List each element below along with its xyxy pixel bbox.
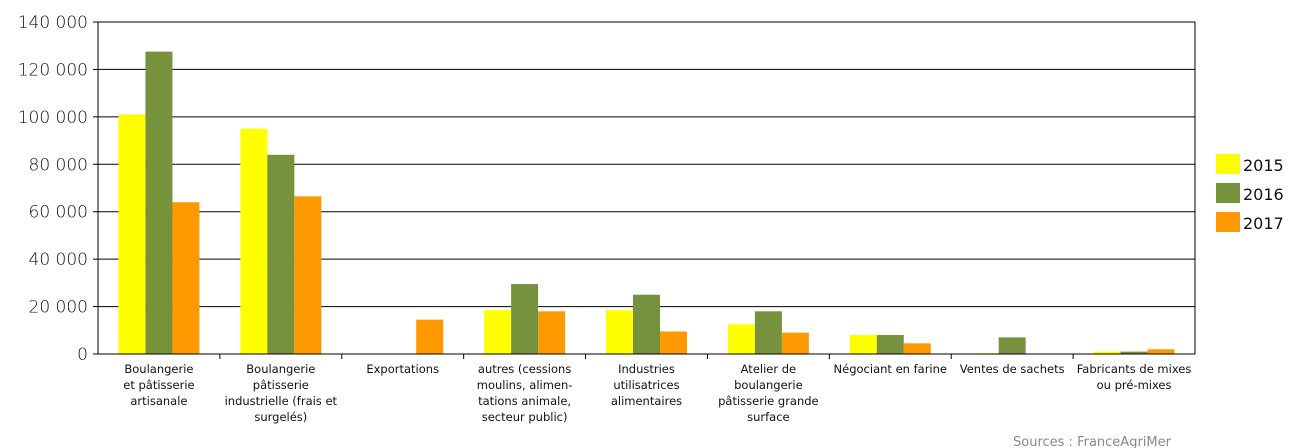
bar-2015-5 — [727, 324, 755, 354]
bar-2015-6 — [849, 335, 877, 354]
bar-2017-0 — [172, 202, 200, 354]
axes — [93, 21, 1196, 359]
bar-2016-6 — [876, 335, 904, 354]
legend-swatch-2016 — [1216, 183, 1240, 203]
bar-2017-5 — [781, 332, 809, 354]
y-tick-label: 140 000 — [18, 13, 88, 33]
bar-2017-2 — [416, 319, 444, 354]
y-tick-label: 120 000 — [18, 60, 88, 80]
x-category-label: Atelier de boulangerie pâtisserie grande su… — [718, 362, 819, 424]
legend-swatch-2015 — [1216, 154, 1240, 174]
x-category-label: Boulangerie pâtisserie industrielle (frais… — [225, 362, 338, 424]
bars — [118, 51, 1175, 355]
legend-swatch-2017 — [1216, 212, 1240, 232]
x-category-label: Exportations — [366, 362, 439, 376]
bar-2015-0 — [118, 114, 146, 354]
bar-2017-4 — [660, 331, 687, 354]
x-axis-categories: Boulangerie et pâtisserie artisanale Boulan… — [123, 362, 1191, 424]
bar-2016-4 — [633, 294, 660, 354]
x-category-label: Négociant en farine — [834, 362, 947, 376]
bar-2016-1 — [267, 154, 295, 354]
bar-2017-1 — [294, 196, 322, 354]
bar-2017-8 — [1147, 349, 1175, 354]
bar-2016-0 — [145, 51, 173, 355]
y-tick-label: 80 000 — [29, 155, 88, 175]
source-note: Sources : FranceAgriMer — [1013, 435, 1172, 448]
bar-2016-7 — [998, 337, 1026, 354]
bar-2017-6 — [903, 343, 931, 354]
x-category-label: Boulangerie et pâtisserie artisanale — [123, 362, 194, 408]
bar-2015-3 — [484, 310, 512, 354]
y-axis-ticks: 0 20 000 40 000 60 000 80 000 100 000 120 000 1… — [18, 13, 88, 365]
y-tick-label: 40 000 — [29, 250, 88, 270]
bar-2017-3 — [538, 311, 566, 354]
legend-label-2016: 2016 — [1243, 185, 1284, 204]
bar-2015-1 — [240, 128, 268, 354]
bar-2016-5 — [754, 311, 782, 354]
legend-label-2015: 2015 — [1243, 156, 1284, 175]
bar-2015-8 — [1093, 351, 1121, 354]
bar-2016-3 — [511, 284, 539, 354]
bar-2016-8 — [1120, 351, 1148, 354]
x-category-label: Industries utilisatrices alimentaires — [611, 362, 682, 408]
legend: 2015 2016 2017 — [1216, 154, 1284, 233]
x-category-label: Fabricants de mixes ou pré-mixes — [1077, 362, 1192, 392]
x-category-label: Ventes de sachets — [960, 362, 1065, 376]
bar-2015-4 — [606, 310, 633, 354]
y-tick-label: 0 — [77, 345, 88, 365]
y-tick-label: 100 000 — [18, 108, 88, 128]
legend-label-2017: 2017 — [1243, 214, 1284, 233]
y-tick-label: 20 000 — [29, 298, 88, 318]
x-category-label: autres (cessions moulins, alimen-tations … — [477, 362, 573, 424]
y-tick-label: 60 000 — [29, 203, 88, 223]
plot-area-frame — [97, 21, 1196, 355]
